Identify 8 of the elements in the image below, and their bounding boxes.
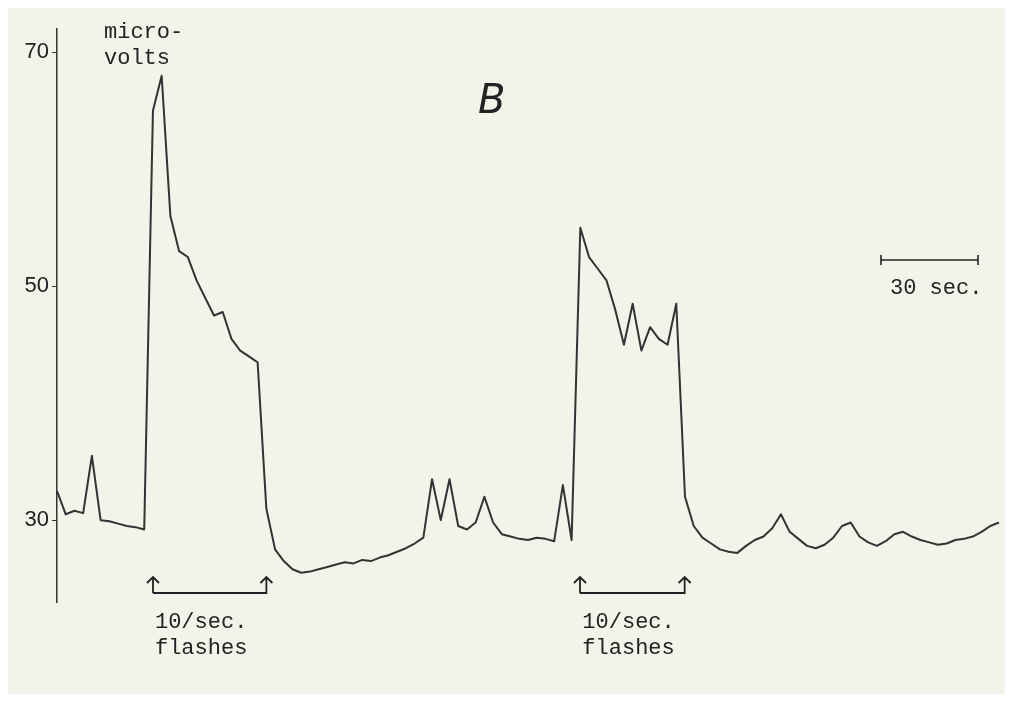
text: 10/sec. flashes [154, 610, 248, 662]
annotation: 30 sec. [890, 276, 983, 302]
text: 10/sec. flashes [582, 610, 675, 662]
y-tick-label: 50 [24, 272, 49, 298]
y-axis-title: micro- volts [104, 20, 184, 72]
text: B [478, 76, 506, 122]
y-tick-label: 30 [24, 506, 49, 532]
y-tick-label: 70 [24, 38, 49, 64]
